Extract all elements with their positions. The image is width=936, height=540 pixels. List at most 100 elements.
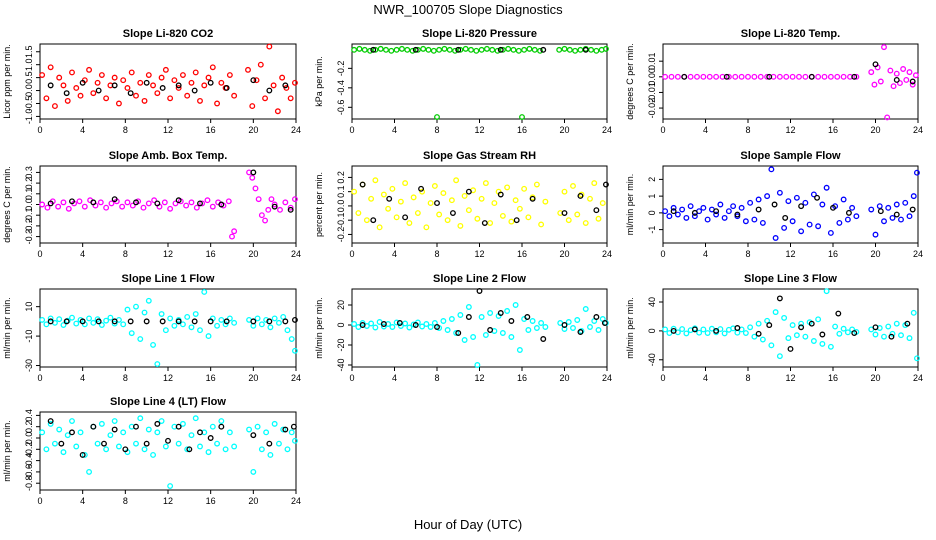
data-point (258, 321, 265, 328)
data-point (111, 196, 118, 203)
data-point (872, 324, 879, 331)
y-axis-label: degrees C per min. (625, 43, 635, 120)
data-point (376, 224, 383, 231)
data-point (271, 420, 278, 427)
data-point (565, 319, 572, 325)
data-point (262, 217, 269, 224)
x-tick-label: 24 (913, 373, 923, 383)
x-tick-label: 24 (602, 125, 612, 135)
x-tick-label: 0 (37, 249, 42, 259)
data-point (222, 321, 229, 328)
data-point (759, 336, 766, 343)
data-point (691, 209, 698, 216)
data-point (380, 323, 387, 330)
y-tick-label: 0.5 (24, 71, 34, 84)
data-point (497, 46, 504, 53)
x-tick-label: 12 (163, 125, 173, 135)
data-point (81, 203, 88, 210)
x-tick-label: 0 (349, 249, 354, 259)
data-point (258, 212, 265, 219)
data-point (827, 343, 834, 350)
data-point (815, 73, 822, 80)
data-point (290, 423, 297, 430)
data-point (39, 72, 46, 78)
data-point (165, 437, 171, 444)
data-point (602, 45, 609, 52)
data-point (713, 208, 720, 215)
data-point (69, 314, 75, 321)
data-point (893, 211, 900, 218)
data-point (440, 318, 447, 324)
data-point (462, 45, 469, 52)
x-tick-label: 20 (559, 125, 569, 135)
data-point (771, 201, 778, 208)
data-point (457, 312, 464, 318)
data-point (226, 429, 233, 436)
y-tick-label: 0.00 (647, 68, 657, 86)
data-point (171, 322, 178, 329)
data-point (245, 66, 251, 73)
data-point (525, 214, 532, 221)
data-point (231, 319, 238, 326)
panel-title: Slope Line 3 Flow (744, 273, 837, 285)
x-tick-label: 12 (474, 249, 484, 259)
y-tick-label: 1 (647, 194, 657, 199)
data-point (913, 169, 920, 176)
data-point (145, 297, 152, 304)
data-point (111, 418, 118, 424)
data-point (516, 347, 523, 353)
data-point (893, 201, 900, 208)
data-point (700, 73, 707, 80)
data-point (58, 440, 65, 447)
data-point (128, 69, 135, 76)
y-tick-label: 10 (24, 302, 34, 312)
data-point (457, 222, 464, 229)
data-point (141, 446, 148, 453)
data-point (725, 208, 732, 215)
data-point (73, 320, 80, 327)
data-point (47, 82, 54, 89)
data-point (199, 200, 206, 207)
x-tick-label: 4 (392, 125, 397, 135)
data-point (526, 45, 533, 52)
data-point (441, 45, 448, 52)
data-point (145, 200, 152, 207)
data-point (768, 166, 775, 173)
x-tick-label: 8 (745, 373, 750, 383)
data-point (192, 69, 199, 76)
data-point (513, 217, 520, 224)
y-tick-label: 0.0 (24, 432, 34, 445)
data-point (889, 330, 896, 337)
y-tick-label: -0.6 (24, 464, 34, 480)
plot-frame (39, 411, 297, 491)
data-point (461, 337, 468, 343)
data-point (512, 302, 519, 308)
data-point (802, 199, 809, 206)
data-point (893, 70, 900, 77)
y-tick-label: 0.3 (24, 166, 34, 179)
y-tick-label: -0.2 (336, 227, 346, 243)
x-tick-label: 24 (291, 125, 301, 135)
data-point (745, 73, 751, 80)
data-point (909, 81, 916, 88)
data-point (819, 331, 826, 338)
data-point (223, 318, 230, 325)
data-point (835, 310, 842, 317)
data-point (747, 324, 754, 331)
data-point (593, 314, 600, 320)
data-point (802, 73, 809, 80)
data-point (414, 46, 421, 53)
data-point (781, 224, 788, 231)
data-point (361, 46, 368, 53)
data-point (291, 347, 298, 354)
data-point (478, 46, 485, 53)
data-point (844, 329, 851, 336)
data-point (446, 46, 453, 53)
x-tick-label: 16 (828, 249, 838, 259)
data-point (246, 426, 253, 433)
data-point (764, 193, 771, 200)
x-tick-label: 16 (206, 125, 216, 135)
data-point (785, 335, 792, 342)
y-tick-label: 2 (647, 177, 657, 182)
x-tick-label: 8 (434, 373, 439, 383)
